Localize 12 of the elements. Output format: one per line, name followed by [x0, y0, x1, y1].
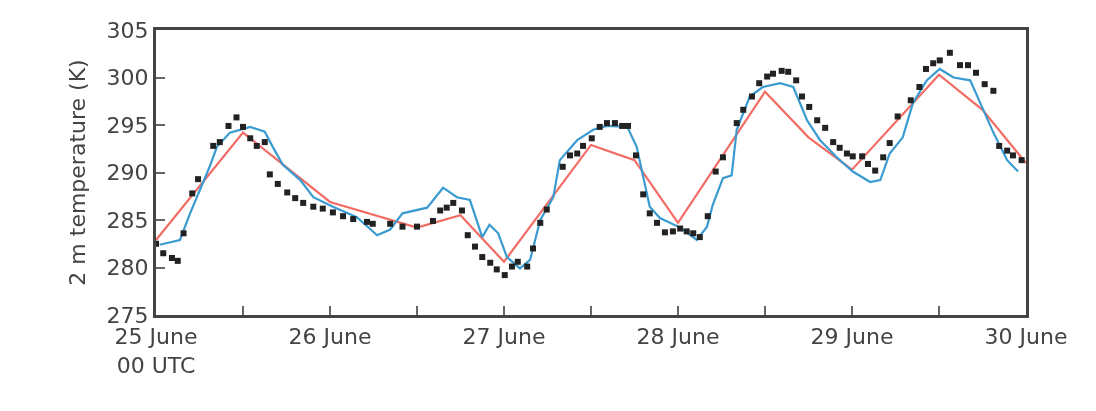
y-tick-label: 305	[106, 17, 149, 43]
y-tick-label: 300	[106, 65, 149, 91]
x-tick-label: 26 June	[288, 324, 372, 350]
y-tick-label: 280	[106, 255, 149, 281]
y-tick-label: 285	[106, 207, 149, 233]
x-tick-label: 27 June	[462, 324, 546, 350]
x-tick-label: 29 June	[810, 324, 894, 350]
y-tick-label: 295	[106, 112, 149, 138]
x-tick-label: 30 June	[984, 324, 1068, 350]
y-tick-label: 290	[106, 160, 149, 186]
x-tick-label: 28 June	[636, 324, 720, 350]
y-axis-title: 2 m temperature (K)	[65, 59, 91, 286]
